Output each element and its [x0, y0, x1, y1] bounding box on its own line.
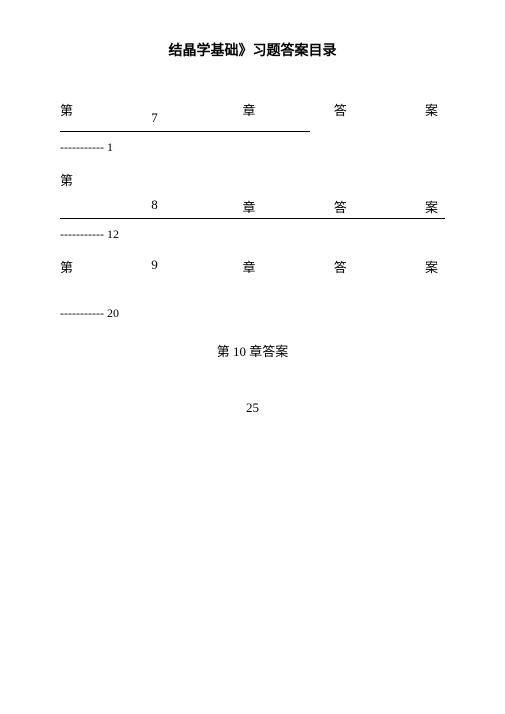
- e3-answer: 答: [334, 257, 364, 276]
- last-entry: 第 10 章答案: [60, 341, 445, 360]
- e2-number: 8: [151, 197, 181, 216]
- e2-prefix: 第: [60, 170, 445, 189]
- e3-prefix: 第: [60, 257, 90, 276]
- page-number: 25: [60, 400, 445, 416]
- e2-answer: 答: [334, 197, 364, 216]
- toc-entry-row-3: 第 9 章 答 案: [60, 257, 445, 276]
- e2-chapter: 章: [243, 197, 273, 216]
- toc-entry-row-2: 第 8 章 答 案: [60, 170, 445, 219]
- e1-pageref: ----------- 1: [60, 140, 445, 155]
- document-title: 结晶学基础》习题答案目录: [60, 40, 445, 60]
- e3-case: 案: [425, 257, 445, 276]
- e2-case: 案: [425, 197, 445, 216]
- e1-number: 7: [151, 110, 181, 129]
- e2-pageref: ----------- 12: [60, 227, 445, 242]
- e1-chapter: 章: [243, 100, 273, 119]
- e3-number: 9: [151, 257, 181, 276]
- e3-chapter: 章: [243, 257, 273, 276]
- e3-pageref: ----------- 20: [60, 306, 445, 321]
- e1-answer: 答: [334, 100, 364, 119]
- e1-case: 案: [425, 100, 445, 119]
- toc-entry-row-1: 第 7 章 答 案: [60, 100, 445, 132]
- e1-prefix: 第: [60, 100, 90, 119]
